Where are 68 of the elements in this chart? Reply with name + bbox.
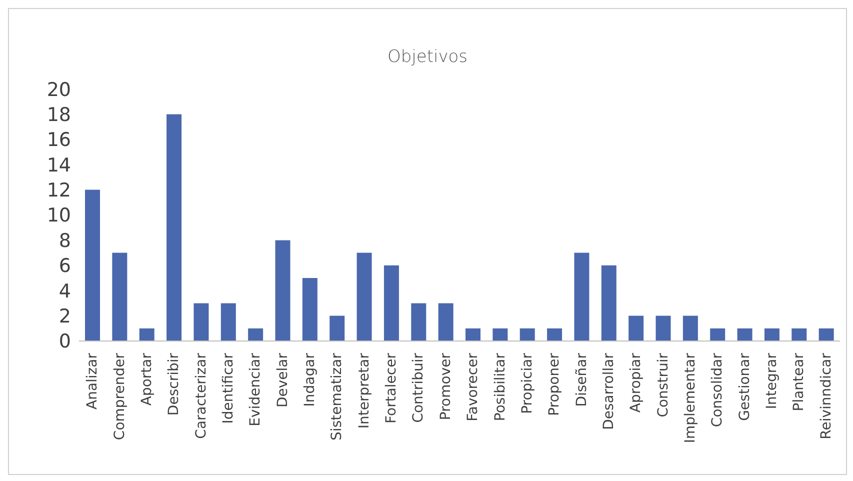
x-tick-label: Apropiar [628,352,644,413]
bar [601,265,616,341]
bar [547,328,562,341]
x-tick-label: Proponer [546,352,563,416]
bar [682,316,698,341]
bar [220,303,236,341]
x-tick-label: Evidenciar [248,352,264,426]
y-tick-label: 4 [58,280,71,302]
x-tick-label: Indagar [302,352,318,407]
x-tick-label: Develar [274,352,291,408]
bar [85,190,100,341]
x-tick-label: Fortalecer [384,352,400,424]
y-tick-label: 10 [46,204,71,227]
bar [330,316,345,341]
x-tick-label: Desarrollar [600,352,617,430]
y-tick-label: 2 [58,306,71,328]
x-tick-label: Diseñar [574,352,590,407]
y-tick-label: 12 [46,180,71,202]
bar [818,328,834,341]
x-tick-label: Favorecer [465,352,482,422]
bar [764,328,780,341]
bar [520,328,535,341]
x-tick-label: Interpretar [356,352,372,429]
chart-title: Objetivos [386,47,469,67]
x-tick-label: Construir [655,352,672,418]
bar [710,328,726,341]
y-tick-label: 0 [58,330,71,353]
y-tick-label: 8 [58,230,71,252]
bar [737,328,752,341]
x-tick-label: Integrar [764,352,780,410]
bar [384,265,399,341]
bar [656,316,671,341]
bar [248,328,264,341]
x-tick-label: Propiciar [519,352,536,414]
y-tick-label: 20 [46,78,71,101]
x-tick-label: Contribuir [410,352,427,423]
x-tick-label: Promover [438,352,454,420]
bar [275,240,290,341]
bar [411,303,426,341]
y-tick-label: 6 [58,255,71,278]
bar [492,328,508,341]
bar [574,252,590,341]
x-tick-label: Plantear [791,352,808,412]
x-tick-label: Sistematizar [329,352,346,440]
x-tick-label: Posibilitar [492,352,508,422]
bar [356,252,372,341]
x-tick-label: Comprender [112,352,128,440]
x-tick-label: Describir [166,352,182,416]
bar [792,328,807,341]
bar [194,303,209,341]
bar [438,303,454,341]
x-tick-label: Identificar [220,352,236,424]
x-tick-label: Gestionar [736,352,753,421]
bar [302,278,318,341]
bar [628,316,644,341]
x-tick-label: Caracterizar [193,352,210,439]
bar [139,328,154,341]
bar [112,252,128,341]
x-tick-label: Reivinndicar [818,352,834,440]
y-tick-label: 18 [46,104,71,126]
x-tick-label: Aportar [138,352,155,406]
y-tick-label: 16 [46,129,71,152]
bar [166,114,182,341]
x-tick-label: Implementar [682,352,699,444]
x-tick-label: Consolidar [710,352,726,428]
bar [466,328,480,341]
y-tick-label: 14 [46,154,71,176]
x-tick-label: Analizar [84,352,101,410]
